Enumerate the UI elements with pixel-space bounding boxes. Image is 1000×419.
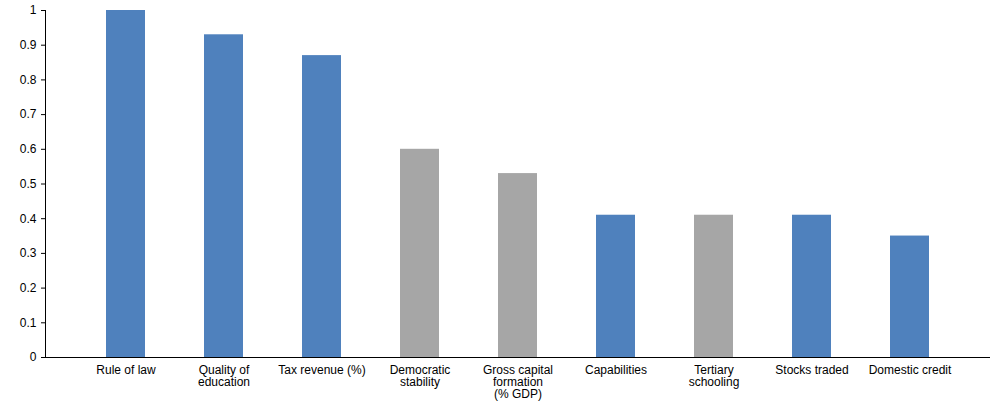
svg-text:Stocks traded: Stocks traded	[775, 363, 848, 377]
svg-text:0.8: 0.8	[20, 73, 37, 87]
svg-text:1: 1	[30, 3, 37, 17]
svg-text:0.7: 0.7	[20, 107, 37, 121]
svg-text:Capabilities: Capabilities	[585, 363, 647, 377]
svg-text:Gross capitalformation(% GDP): Gross capitalformation(% GDP)	[483, 363, 553, 401]
svg-text:0.1: 0.1	[20, 316, 37, 330]
svg-text:Domestic credit: Domestic credit	[869, 363, 952, 377]
svg-text:0.5: 0.5	[20, 177, 37, 191]
svg-text:0.4: 0.4	[20, 212, 37, 226]
svg-text:Tertiaryschooling: Tertiaryschooling	[689, 363, 740, 389]
svg-text:0.2: 0.2	[20, 281, 37, 295]
svg-text:0.9: 0.9	[20, 38, 37, 52]
svg-text:0: 0	[30, 350, 37, 364]
svg-text:0.3: 0.3	[20, 246, 37, 260]
svg-text:Rule of law: Rule of law	[96, 363, 156, 377]
svg-text:Tax revenue (%): Tax revenue (%)	[278, 363, 365, 377]
svg-text:Democraticstability: Democraticstability	[390, 363, 451, 389]
svg-text:Quality ofeducation: Quality ofeducation	[198, 363, 250, 389]
svg-text:0.6: 0.6	[20, 142, 37, 156]
